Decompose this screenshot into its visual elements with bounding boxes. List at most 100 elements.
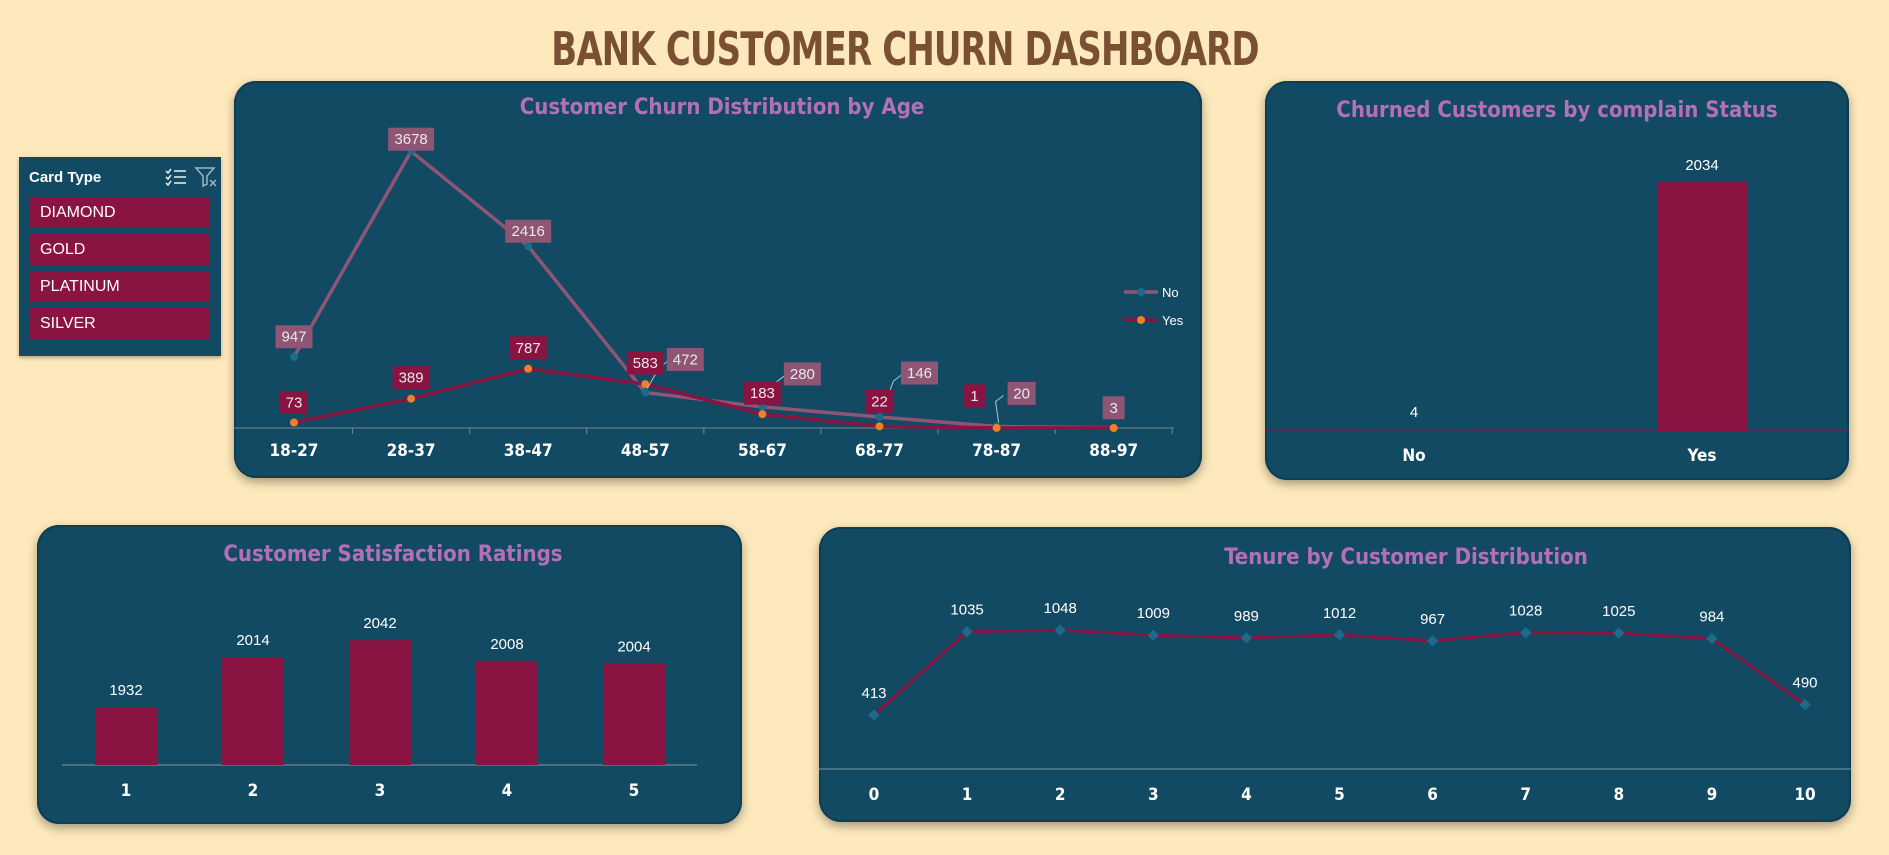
age-label-no-box [783,362,821,386]
age-legend-label-yes: Yes [1162,313,1184,328]
age-label-no-box [1007,381,1036,405]
age-point-yes [1109,424,1118,432]
age-legend-marker-no [1137,288,1145,296]
age-label-no-box [388,127,435,151]
tenure-x-tick-label: 2 [1055,785,1066,805]
tenure-x-tick-label: 10 [1794,785,1815,805]
tenure-point [1706,632,1718,645]
age-label-no: 472 [673,351,698,368]
age-label-no-box [1102,396,1125,420]
satisfaction-chart: Customer Satisfaction Ratings 1932 1 2014 2… [62,542,697,801]
dashboard-title: BANK CUSTOMER CHURN DASHBOARD [551,22,1259,76]
complain-chart-panel: Churned Customers by complain Status 4 No… [1265,81,1849,480]
age-chart: Customer Churn Distribution by Age 18-27… [234,95,1184,461]
age-point-yes [641,380,650,389]
clear-filter-icon[interactable] [194,165,218,189]
tenure-data-label: 989 [1234,608,1259,625]
age-x-tick-label: 68-77 [855,441,904,461]
age-x-tick-label: 18-27 [270,441,319,461]
age-label-yes-box [865,389,894,413]
age-label-no-box [666,347,704,371]
tenure-x-tick-label: 7 [1520,785,1531,805]
age-point-no [641,388,650,397]
complain-bar [1657,182,1747,431]
age-label-yes-box [626,351,664,375]
age-label-yes-box [392,366,430,390]
age-point-yes [407,394,416,403]
tenure-point [1520,627,1532,639]
age-point-yes [875,422,884,431]
satisfaction-bar [603,663,665,765]
age-label-yes: 389 [399,370,424,387]
satisfaction-bar [95,707,157,765]
age-point-no [875,413,884,422]
satisfaction-bar-label: 1932 [109,682,142,699]
age-x-tick-label: 28-37 [387,441,436,461]
age-point-no [290,352,298,361]
tenure-data-label: 1028 [1509,603,1542,620]
complain-chart: Churned Customers by complain Status 4 No… [1265,98,1849,466]
age-series-line-yes [293,366,1114,430]
tenure-chart-panel: Tenure by Customer Distribution 413 0 1035… [819,527,1851,822]
card-type-slicer: Card Type DIAMOND GOLD PLATINUM SILVER [19,157,221,356]
tenure-data-label: 1009 [1137,605,1170,622]
age-label-no: 3678 [394,131,427,148]
tenure-point [1147,629,1159,641]
satisfaction-bar-label: 2004 [617,638,650,655]
age-label-no-box [505,219,552,243]
age-x-tick-label: 38-47 [504,441,553,461]
age-label-no: 2416 [512,223,545,240]
age-x-tick-label: 58-67 [738,441,787,461]
tenure-data-label: 967 [1420,611,1445,628]
slicer-item-gold[interactable]: GOLD [30,234,210,265]
age-x-tick-label: 88-97 [1089,441,1138,461]
tenure-data-label: 1012 [1323,605,1356,622]
age-label-yes: 183 [750,385,775,402]
satisfaction-bar [222,657,284,765]
age-point-yes [758,410,767,419]
satisfaction-bar [349,640,411,765]
tenure-point [1054,624,1066,636]
tenure-x-tick-label: 4 [1241,785,1252,805]
tenure-data-label: 1048 [1044,600,1077,617]
age-chart-title: Customer Churn Distribution by Age [520,95,925,120]
age-point-no [524,242,533,251]
complain-x-tick-label: No [1402,446,1425,466]
age-x-tick-label: 48-57 [621,441,670,461]
slicer-item-diamond[interactable]: DIAMOND [30,197,210,228]
multi-select-icon[interactable] [164,165,188,189]
satisfaction-bar-label: 2008 [490,636,523,653]
satisfaction-x-tick-label: 1 [121,781,132,801]
tenure-x-tick-label: 5 [1334,785,1345,805]
satisfaction-chart-title: Customer Satisfaction Ratings [223,542,562,567]
tenure-data-label: 984 [1699,609,1724,626]
satisfaction-bar [476,660,538,765]
age-point-yes [290,418,298,427]
slicer-item-platinum[interactable]: PLATINUM [30,271,210,302]
age-label-yes-box [280,391,308,415]
age-label-no: 947 [281,329,306,346]
satisfaction-x-tick-label: 3 [375,781,386,801]
tenure-chart: Tenure by Customer Distribution 41301035… [819,545,1851,805]
satisfaction-x-tick-label: 5 [629,781,640,801]
satisfaction-bar-label: 2014 [236,632,269,649]
tenure-data-label: 490 [1792,675,1817,692]
slicer-item-silver[interactable]: SILVER [30,308,210,339]
complain-bar [1369,430,1459,433]
age-label-no: 20 [1013,385,1030,402]
satisfaction-bar-label: 2042 [363,615,396,632]
age-label-yes: 1 [970,388,978,405]
age-leader-line [995,395,1004,423]
complain-bar-label: 2034 [1685,157,1718,174]
age-label-no-box [275,325,313,349]
tenure-data-label: 413 [861,685,886,702]
tenure-data-label: 1035 [950,602,983,619]
age-point-yes [992,423,1001,432]
tenure-x-tick-label: 0 [869,785,880,805]
complain-bar-label: 4 [1410,404,1418,421]
slicer-header: Card Type [29,165,217,189]
age-label-yes-box [963,384,986,408]
age-point-no [758,402,767,411]
tenure-point [1426,635,1439,647]
tenure-x-tick-label: 1 [962,785,973,805]
